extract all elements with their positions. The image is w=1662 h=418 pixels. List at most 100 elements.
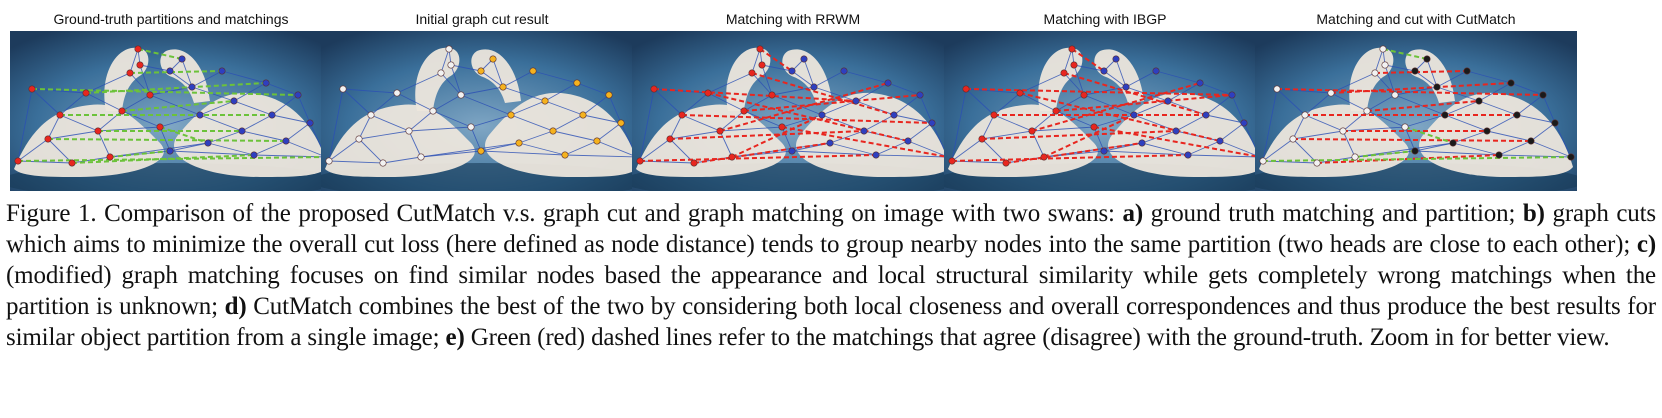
graph-edge (432, 94, 462, 112)
graph-node (339, 85, 347, 93)
graph-node (650, 85, 658, 93)
graph-edge (370, 92, 398, 116)
graph-node (1567, 153, 1575, 161)
graph-node (166, 67, 174, 75)
right-swan-neck (1094, 49, 1144, 103)
graph-node (393, 89, 401, 97)
graph-edge (1414, 70, 1438, 88)
figure-panels: Ground-truth partitions and matchings In… (0, 8, 1662, 192)
graph-edge (408, 126, 472, 132)
graph-node (136, 61, 144, 69)
graph-node (748, 69, 756, 77)
graph-node (325, 157, 333, 165)
matching-line (85, 82, 267, 94)
graph-edge (271, 114, 311, 124)
graph-node (1228, 91, 1236, 99)
graph-edge (1187, 140, 1221, 156)
graph-edge (1478, 82, 1512, 102)
graph-node (1184, 151, 1192, 159)
graph-node (579, 111, 587, 119)
graph-edge (1330, 92, 1368, 112)
graph-node (437, 69, 445, 77)
graph-node (1463, 67, 1471, 75)
graph-edge (470, 126, 482, 152)
graph-node (1433, 83, 1441, 91)
graph-edge (1083, 94, 1135, 116)
graph-node (188, 83, 196, 91)
graph-edge (1384, 64, 1416, 72)
caption-label-e: e) (445, 324, 465, 351)
matching-line (129, 70, 223, 74)
graph-edge (1073, 64, 1105, 72)
graph-edge (1330, 72, 1376, 94)
graph-edge (1436, 86, 1480, 102)
graph-node (890, 111, 898, 119)
graph-node (852, 97, 860, 105)
graph-node (593, 137, 601, 145)
graph-node (489, 55, 497, 63)
graph-edge (285, 122, 311, 142)
graph-node (56, 111, 64, 119)
matching-line (669, 130, 865, 140)
graph-edge (751, 72, 773, 96)
graph-edge (181, 58, 193, 88)
graph-edge (1125, 70, 1157, 88)
graph-edge (502, 86, 546, 102)
graph-node (690, 159, 698, 167)
matching-line (1354, 150, 1416, 158)
graph-edge (1031, 126, 1095, 132)
graph-edge (1436, 70, 1468, 88)
caption-text-b: graph cuts which aims to minimize the ov… (6, 200, 1656, 258)
graph-edge (751, 48, 761, 74)
graph-edge (1167, 100, 1207, 116)
graph-edge (1231, 94, 1245, 124)
graph-edge (1093, 114, 1135, 128)
graph-edge (1115, 58, 1127, 88)
graph-edge (199, 100, 235, 116)
graph-node (916, 91, 924, 99)
graph-node (818, 111, 826, 119)
matching-line (759, 48, 793, 72)
graph-edge (1530, 140, 1572, 158)
caption-label-a: a) (1122, 200, 1144, 227)
graph-edge (669, 114, 683, 140)
graph-edge (1498, 140, 1532, 156)
graph-node (294, 91, 302, 99)
graph-edge (1366, 110, 1406, 128)
graph-edge (639, 88, 655, 162)
graph-edge (576, 82, 610, 96)
graph-edge (1542, 94, 1556, 124)
panel-title: Ground-truth partitions and matchings (53, 11, 289, 27)
graph-node (1040, 153, 1048, 161)
graph-edge (408, 110, 434, 132)
graph-edge (358, 114, 372, 140)
graph-edge (719, 130, 733, 158)
graph-node (573, 79, 581, 87)
graph-edge (271, 94, 299, 116)
graph-edge (169, 150, 255, 156)
matching-line (781, 126, 949, 158)
graph-node (477, 67, 485, 75)
graph-node (1379, 45, 1387, 53)
graph-node (678, 111, 686, 119)
graph-node (1028, 127, 1036, 135)
graph-edge (121, 94, 151, 112)
graph-edge (1530, 122, 1556, 142)
caption-intro: Figure 1. Comparison of the proposed Cut… (6, 200, 1123, 227)
matching-line (121, 100, 235, 112)
graph-node (990, 111, 998, 119)
graph-node (728, 153, 736, 161)
graph-edge (803, 58, 815, 88)
matching-line (653, 88, 857, 102)
graph-node (1164, 97, 1172, 105)
graph-node (218, 67, 226, 75)
graph-node (515, 139, 523, 147)
graph-edge (544, 100, 584, 116)
graph-node (82, 89, 90, 97)
graph-edge (1466, 70, 1512, 84)
graph-edge (1394, 94, 1446, 116)
graph-edge (328, 160, 384, 164)
graph-edge (470, 114, 512, 128)
panel-title: Matching and cut with CutMatch (1316, 11, 1516, 27)
graph-edge (582, 114, 622, 124)
